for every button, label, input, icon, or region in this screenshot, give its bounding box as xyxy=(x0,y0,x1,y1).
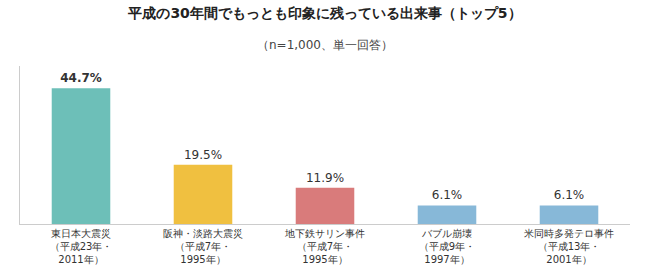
svg-text:米同時多発テロ事件（平成13年・2001年）: 米同時多発テロ事件（平成13年・2001年） xyxy=(524,228,614,265)
svg-text:（n=1,000、単一回答）: （n=1,000、単一回答） xyxy=(257,38,393,52)
svg-text:地下鉄サリン事件（平成7年・1995年）: 地下鉄サリン事件（平成7年・1995年） xyxy=(284,228,365,265)
svg-text:6.1%: 6.1% xyxy=(432,188,463,202)
svg-text:19.5%: 19.5% xyxy=(184,148,222,162)
svg-text:阪神・淡路大震災（平成7年・1995年）: 阪神・淡路大震災（平成7年・1995年） xyxy=(163,228,243,265)
svg-text:11.9%: 11.9% xyxy=(306,171,344,185)
svg-text:44.7%: 44.7% xyxy=(60,71,102,85)
svg-text:東日本大震災（平成23年・2011年）: 東日本大震災（平成23年・2011年） xyxy=(50,228,113,265)
svg-text:バブル崩壊（平成9年・1997年）: バブル崩壊（平成9年・1997年） xyxy=(419,228,475,265)
svg-text:6.1%: 6.1% xyxy=(554,188,585,202)
svg-text:平成の30年間でもっとも印象に残っている出来事（トップ5）: 平成の30年間でもっとも印象に残っている出来事（トップ5） xyxy=(127,5,521,21)
